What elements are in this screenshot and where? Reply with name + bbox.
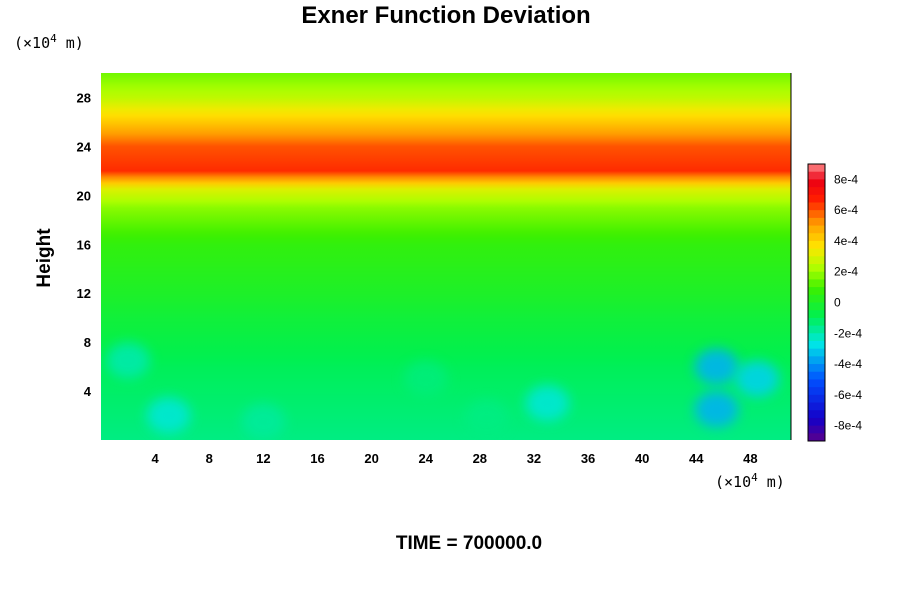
colorbar-band <box>808 264 825 273</box>
colorbar-band <box>808 202 825 211</box>
y-tick-label: 16 <box>77 237 91 252</box>
colorbar-tick-label: 4e-4 <box>834 234 858 248</box>
colorbar-frame <box>807 163 826 442</box>
chart-title: Exner Function Deviation <box>301 2 590 29</box>
x-tick-label: 44 <box>689 451 704 466</box>
colorbar-tick-label: -6e-4 <box>834 388 862 402</box>
heatmap-anomaly <box>525 385 570 422</box>
colorbar-band <box>808 425 825 434</box>
time-label: TIME = 700000.0 <box>396 533 542 554</box>
colorbar-band <box>808 287 825 296</box>
colorbar-band <box>808 217 825 227</box>
colorbar-band <box>808 164 825 173</box>
x-tick-label: 24 <box>418 451 433 466</box>
colorbar-band <box>808 410 825 419</box>
y-tick-label: 12 <box>77 286 91 301</box>
colorbar-band <box>808 271 825 280</box>
colorbar-band <box>808 210 825 219</box>
heatmap-anomaly <box>146 397 191 434</box>
y-tick-label: 4 <box>84 384 92 399</box>
colorbar-band <box>808 302 825 311</box>
colorbar-tick-label: -4e-4 <box>834 357 862 371</box>
x-tick-label: 32 <box>527 451 541 466</box>
colorbar-band <box>808 394 825 404</box>
heatmap-anomaly <box>735 360 780 397</box>
colorbar-tick-label: 0 <box>834 296 841 310</box>
heatmap-anomaly <box>694 391 739 428</box>
colorbar-tick-label: 2e-4 <box>834 265 858 279</box>
colorbar-tick-label: -8e-4 <box>834 419 862 433</box>
x-axis-ticks: 4 8 12 16 20 24 28 32 36 40 44 48 <box>152 451 758 466</box>
colorbar-band <box>808 317 825 327</box>
colorbar-band <box>808 225 825 234</box>
heatmap-anomaly <box>241 403 286 440</box>
colorbar-band <box>808 371 825 380</box>
colorbar-band <box>808 402 825 411</box>
colorbar-band <box>808 310 825 319</box>
colorbar-band <box>808 325 825 334</box>
colorbar-band <box>808 417 825 427</box>
colorbar-tick-label: 8e-4 <box>834 172 858 186</box>
heatmap-anomaly <box>694 348 739 385</box>
colorbar-tick-label: -2e-4 <box>834 326 862 340</box>
colorbar-band <box>808 187 825 196</box>
colorbar-band <box>808 194 825 203</box>
x-tick-label: 8 <box>206 451 213 466</box>
colorbar-band <box>808 433 825 442</box>
colorbar-band <box>808 348 825 357</box>
colorbar: 8e-4 6e-4 4e-4 2e-4 0 -2e-4 -4e-4 -6e-4 -8e-4 <box>807 163 862 442</box>
colorbar-band <box>808 256 825 265</box>
x-tick-label: 36 <box>581 451 595 466</box>
x-tick-label: 40 <box>635 451 649 466</box>
plot-area <box>101 73 792 440</box>
colorbar-band <box>808 364 825 373</box>
y-tick-label: 8 <box>84 335 91 350</box>
y-axis-ticks: 4 8 12 16 20 24 28 <box>77 90 92 399</box>
x-tick-label: 4 <box>152 451 160 466</box>
y-unit-label: (×104 m) <box>14 32 84 52</box>
y-tick-label: 24 <box>77 139 92 154</box>
colorbar-band <box>808 179 825 188</box>
y-axis-label: Height <box>34 228 55 288</box>
x-tick-label: 48 <box>743 451 757 466</box>
colorbar-band <box>808 279 825 288</box>
colorbar-band <box>808 387 825 396</box>
colorbar-band <box>808 248 825 257</box>
heatmap-anomaly <box>403 360 448 397</box>
x-tick-label: 28 <box>473 451 487 466</box>
colorbar-band <box>808 333 825 342</box>
x-unit-label: (×104 m) <box>715 471 785 491</box>
y-tick-label: 28 <box>77 90 91 105</box>
colorbar-band <box>808 356 825 365</box>
colorbar-band <box>808 240 825 250</box>
heatmap-anomaly <box>106 342 151 379</box>
x-tick-label: 16 <box>310 451 324 466</box>
heatmap-anomaly <box>464 399 509 436</box>
x-tick-label: 20 <box>364 451 378 466</box>
x-tick-label: 12 <box>256 451 270 466</box>
colorbar-band <box>808 379 825 388</box>
colorbar-tick-label: 6e-4 <box>834 203 858 217</box>
colorbar-band <box>808 294 825 303</box>
colorbar-band <box>808 171 825 180</box>
colorbar-band <box>808 233 825 242</box>
colorbar-band <box>808 340 825 350</box>
y-tick-label: 20 <box>77 188 91 203</box>
